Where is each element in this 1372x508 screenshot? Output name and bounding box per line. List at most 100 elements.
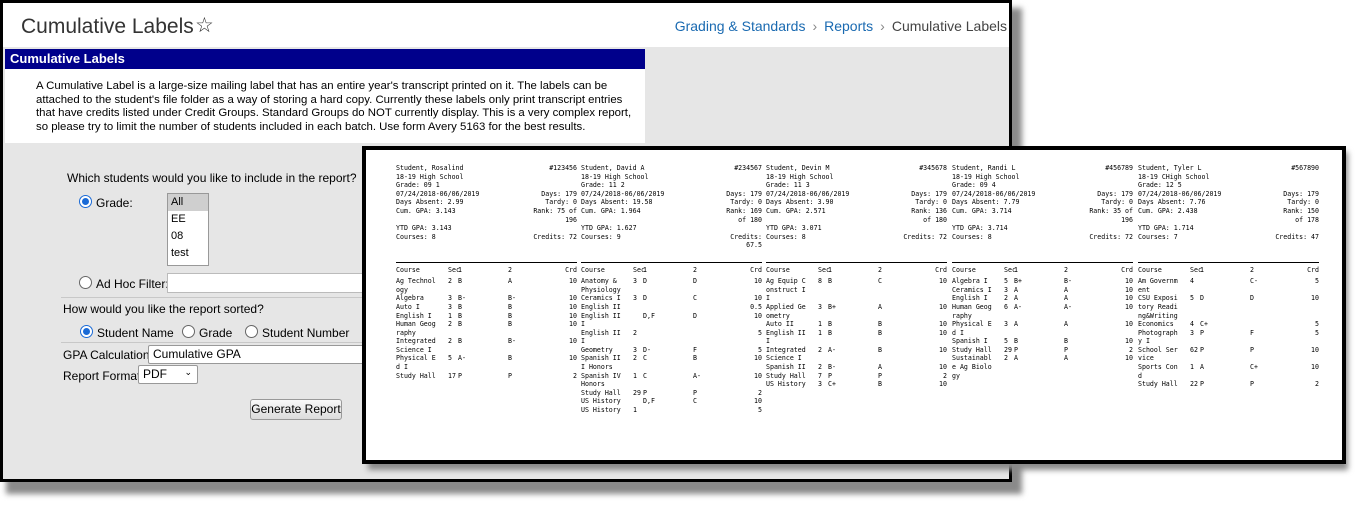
label-line: Cum. GPA: 3.143 Rank: 75 of	[396, 207, 577, 216]
course-sec: 29	[633, 388, 641, 397]
grade-option[interactable]: 08	[171, 230, 184, 242]
course-header-row: Course Sec 1 2 Crd	[396, 266, 577, 275]
label-text: 18-19 High School	[396, 172, 464, 181]
course-2: C	[693, 294, 697, 303]
label-value: Credits: 72	[1089, 232, 1133, 241]
course-grd: B	[458, 337, 462, 346]
course-crd: 10	[569, 311, 577, 320]
course-crd: 10	[939, 345, 947, 354]
label-value: 67.5	[746, 241, 762, 250]
course-2: A	[1064, 320, 1068, 329]
label-text: Grade: 09 1	[396, 181, 440, 190]
course-name: Applied Geometry	[766, 302, 806, 320]
grade-listbox[interactable]: All EE 08 test	[167, 193, 209, 266]
course-name: Sports Cond	[1138, 363, 1178, 380]
grade-option[interactable]: test	[171, 247, 189, 259]
course-row: Study Hall 17 P P 2	[396, 372, 577, 381]
breadcrumb-grading-standards[interactable]: Grading & Standards	[674, 18, 806, 34]
course-crd: 10	[939, 320, 947, 329]
course-name: Auto I	[396, 302, 420, 311]
course-row: School Service 62 P P 10	[1138, 346, 1319, 363]
course-sec: 2	[448, 337, 452, 346]
course-sec: 5	[448, 354, 452, 363]
generate-report-button[interactable]: Generate Report	[250, 399, 342, 420]
label-value: Rank: 75 of	[533, 206, 577, 215]
course-row: English III 1 B B 10	[766, 329, 947, 346]
course-crd: 10	[569, 294, 577, 303]
course-name: Human Geography	[396, 320, 436, 337]
label-value: of 180	[738, 215, 762, 224]
label-value: Credits: 72	[533, 232, 577, 241]
label-text: Grade: 11 2	[581, 181, 625, 190]
course-grd: B-	[458, 294, 466, 303]
course-sec: Sec	[633, 265, 645, 274]
course-2: B	[1064, 337, 1068, 346]
label-value: of 178	[1295, 215, 1319, 224]
course-crd: 10	[754, 354, 762, 363]
adhoc-filter-select[interactable]	[167, 273, 367, 293]
sort-student-number-radio[interactable]	[245, 325, 258, 338]
label-value: Tardy: 0	[545, 198, 577, 207]
course-grd: 1	[828, 265, 832, 274]
info-heading: Cumulative Labels	[5, 49, 645, 69]
label-value: Rank: 136	[911, 206, 947, 215]
course-row: CSU Expository Reading&Writing 5 D D 10	[1138, 294, 1319, 320]
label-line: Courses: 9 Credits:	[581, 233, 762, 242]
report-format-select[interactable]: PDF ⌄	[138, 365, 198, 384]
course-grd: P	[1200, 380, 1204, 389]
star-icon[interactable]: ☆	[195, 14, 214, 37]
course-row: Algebra I 5 B+ B- 10	[952, 277, 1133, 286]
label-value: Rank: 169	[726, 206, 762, 215]
gpa-calculation-select[interactable]: Cumulative GPA	[148, 345, 368, 364]
breadcrumb-reports[interactable]: Reports	[824, 18, 874, 34]
course-row: Physical Ed I 5 A- B 10	[396, 354, 577, 371]
course-row: English II 0.5	[581, 303, 762, 312]
course-crd: 10	[569, 354, 577, 363]
course-crd: 0.5	[750, 302, 762, 311]
course-grd: P	[828, 371, 832, 380]
grade-option[interactable]: EE	[171, 213, 186, 225]
course-crd: 10	[754, 311, 762, 320]
course-sec: 1	[818, 328, 822, 337]
course-2: 2	[508, 265, 512, 274]
chevron-right-icon: ›	[812, 18, 818, 34]
course-row: English III 2 5	[581, 329, 762, 346]
course-row: Study Hall 22 P P 2	[1138, 380, 1319, 389]
breadcrumb: Grading & Standards › Reports › Cumulative L…	[675, 18, 1007, 34]
info-box: Cumulative Labels A Cumulative Label is …	[5, 49, 645, 143]
grade-option[interactable]: All	[168, 194, 208, 211]
grade-radio[interactable]	[79, 195, 92, 208]
label-line: 18-19 CHigh School	[1138, 173, 1319, 182]
course-name: CSU Expository Reading&Writing	[1138, 294, 1178, 320]
chevron-right-icon: ›	[880, 18, 885, 34]
course-row: Physical Ed I 3 A A 10	[952, 320, 1133, 337]
course-2: A	[508, 277, 512, 286]
label-line: Grade: 09 4	[952, 181, 1133, 190]
course-crd: 2	[1129, 345, 1133, 354]
course-grd: A-	[828, 345, 836, 354]
course-grd: C	[643, 354, 647, 363]
label-text: Days Absent: 2.99	[396, 198, 464, 207]
course-crd: 10	[1125, 277, 1133, 286]
adhoc-radio[interactable]	[79, 276, 92, 289]
sort-student-name-radio[interactable]	[80, 325, 93, 338]
course-name: Spanish I	[952, 337, 988, 346]
course-sec: 1	[1190, 363, 1194, 372]
course-2: B	[878, 320, 882, 329]
course-sec: 3	[448, 294, 452, 303]
course-sec: 7	[818, 371, 822, 380]
label-line: YTD GPA: 3.714	[952, 224, 1133, 233]
course-2: B	[508, 320, 512, 329]
course-crd: 10	[569, 320, 577, 329]
course-crd: 10	[1311, 345, 1319, 354]
sort-grade-radio[interactable]	[182, 325, 195, 338]
course-crd: Crd	[935, 265, 947, 274]
label-value: 196	[1121, 215, 1133, 224]
course-grd: D	[1200, 294, 1204, 303]
course-grd: B	[458, 311, 462, 320]
course-crd: 10	[754, 294, 762, 303]
course-sec: 3	[1004, 320, 1008, 329]
label-text: YTD GPA: 3.143	[396, 224, 452, 233]
course-2: B	[508, 302, 512, 311]
